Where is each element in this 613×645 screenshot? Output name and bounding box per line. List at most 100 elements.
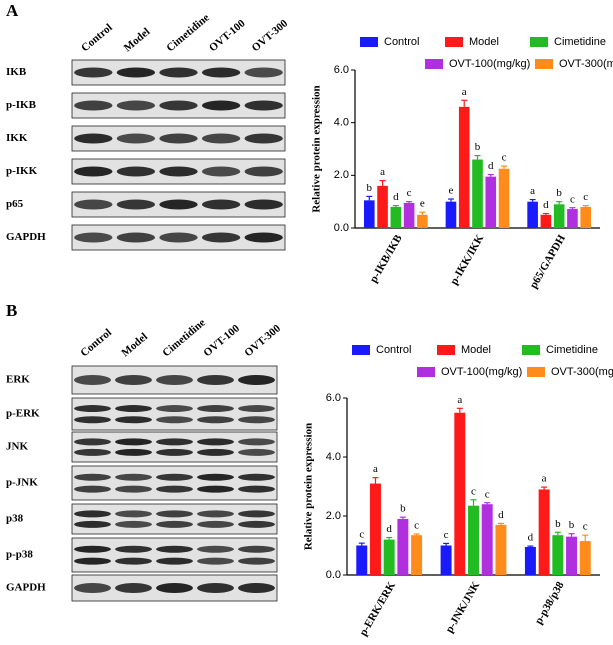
legend-label: Control bbox=[384, 36, 419, 48]
band bbox=[156, 473, 193, 481]
band bbox=[115, 583, 152, 593]
significance-letter: c bbox=[414, 520, 419, 532]
blot-label: p-ERK bbox=[6, 408, 40, 420]
significance-letter: a bbox=[462, 86, 467, 98]
lane-label: Cimetidine bbox=[164, 12, 212, 55]
band bbox=[238, 545, 275, 553]
band bbox=[74, 510, 111, 518]
band bbox=[159, 67, 198, 78]
significance-letter: a bbox=[457, 394, 462, 406]
legend-label: Control bbox=[376, 344, 411, 356]
band bbox=[116, 199, 156, 210]
band bbox=[116, 133, 156, 144]
band bbox=[197, 416, 234, 424]
y-tick-label: 6.0 bbox=[334, 64, 349, 76]
blot-strip bbox=[71, 397, 278, 431]
band bbox=[74, 438, 111, 446]
bar bbox=[377, 185, 388, 228]
band bbox=[244, 166, 283, 177]
blot-label: p-IKB bbox=[6, 99, 37, 111]
band bbox=[115, 520, 152, 528]
bar bbox=[356, 545, 368, 575]
lane-label: Control bbox=[78, 327, 114, 360]
blot-label: ERK bbox=[6, 374, 30, 386]
band bbox=[201, 166, 241, 177]
band bbox=[115, 557, 152, 565]
legend-label: OVT-300(mg/kg) bbox=[551, 366, 613, 378]
band bbox=[244, 100, 283, 111]
lane-label: Model bbox=[119, 331, 150, 359]
significance-letter: b bbox=[555, 518, 561, 530]
bar bbox=[411, 535, 423, 575]
band bbox=[115, 438, 152, 446]
band bbox=[238, 557, 275, 565]
band bbox=[197, 448, 234, 456]
significance-letter: c bbox=[471, 485, 476, 497]
legend-label: Model bbox=[469, 36, 499, 48]
band bbox=[74, 485, 111, 493]
bar bbox=[403, 202, 415, 228]
y-tick-label: 2.0 bbox=[334, 169, 349, 181]
significance-letter: c bbox=[485, 488, 490, 500]
significance-letter: d bbox=[488, 160, 494, 172]
bar bbox=[552, 535, 564, 575]
bar bbox=[524, 546, 536, 575]
y-tick-label: 4.0 bbox=[334, 117, 349, 129]
bar bbox=[397, 518, 409, 575]
bar bbox=[472, 159, 483, 228]
bar bbox=[383, 539, 395, 575]
band bbox=[115, 448, 152, 456]
y-tick-label: 0.0 bbox=[326, 569, 341, 581]
bar bbox=[458, 106, 470, 228]
lane-label: OVT-300 bbox=[250, 17, 291, 54]
band bbox=[238, 438, 275, 446]
band bbox=[116, 67, 156, 78]
significance-letter: b bbox=[569, 519, 575, 531]
band bbox=[156, 448, 193, 456]
blot-label: GAPDH bbox=[6, 231, 46, 243]
band bbox=[197, 405, 234, 413]
bar bbox=[538, 489, 550, 575]
band bbox=[74, 545, 111, 553]
x-tick-label: p-IKB/IKB bbox=[368, 232, 405, 285]
band bbox=[156, 485, 193, 493]
significance-letter: d bbox=[528, 532, 534, 544]
band bbox=[159, 133, 198, 144]
significance-letter: b bbox=[367, 182, 373, 194]
legend-swatch bbox=[425, 59, 443, 69]
legend-swatch bbox=[437, 345, 455, 355]
band bbox=[197, 583, 234, 593]
band bbox=[115, 545, 152, 553]
legend-swatch bbox=[535, 59, 553, 69]
band bbox=[156, 438, 193, 446]
band bbox=[156, 416, 193, 424]
blot-label: GAPDH bbox=[6, 582, 46, 594]
blot-label: p65 bbox=[6, 198, 24, 210]
band bbox=[74, 583, 111, 593]
band bbox=[74, 416, 111, 424]
significance-letter: b bbox=[556, 187, 562, 199]
significance-letter: c bbox=[502, 152, 507, 164]
band bbox=[197, 438, 234, 446]
bar bbox=[481, 504, 493, 575]
band bbox=[197, 473, 234, 481]
legend-label: OVT-300(mg/kg) bbox=[559, 58, 613, 70]
bar bbox=[540, 214, 552, 228]
bar bbox=[390, 206, 402, 228]
significance-letter: c bbox=[583, 191, 588, 203]
y-tick-label: 0.0 bbox=[334, 222, 349, 234]
significance-letter: e bbox=[449, 185, 454, 197]
blot-label: p38 bbox=[6, 513, 24, 525]
band bbox=[156, 583, 193, 593]
significance-letter: d bbox=[498, 509, 504, 521]
band bbox=[159, 100, 198, 111]
band bbox=[197, 485, 234, 493]
band bbox=[156, 557, 193, 565]
significance-letter: d bbox=[543, 199, 549, 211]
band bbox=[156, 545, 193, 553]
band bbox=[74, 199, 113, 210]
x-tick-label: p-IKK/IKK bbox=[448, 232, 486, 287]
bar bbox=[567, 209, 578, 228]
band bbox=[159, 166, 198, 177]
lane-label: Control bbox=[79, 22, 115, 55]
